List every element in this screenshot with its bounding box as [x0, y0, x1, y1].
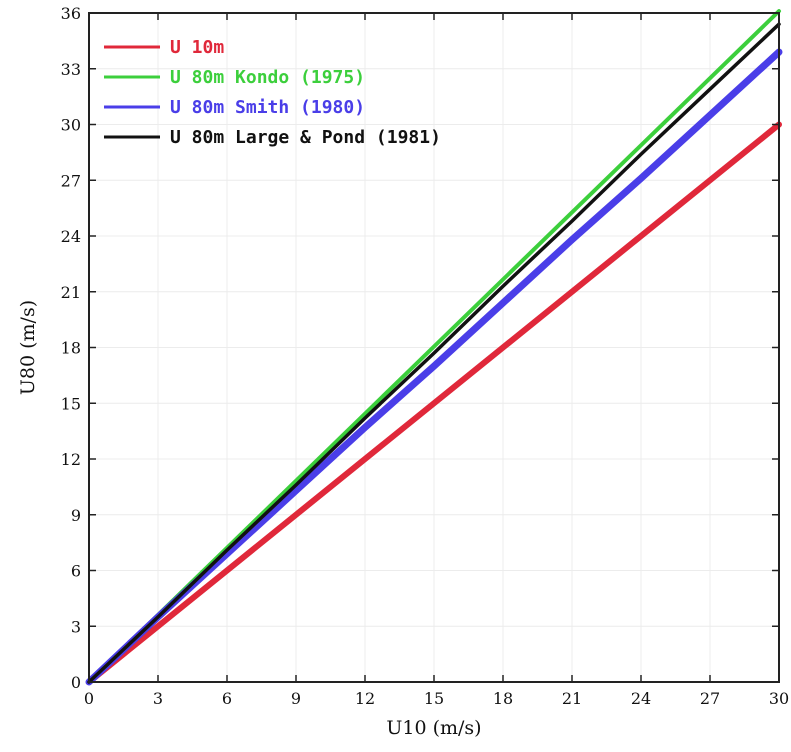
x-tick-label: 15 — [424, 689, 444, 708]
legend-label: U 80m Smith (1980) — [170, 97, 365, 118]
y-tick-label: 6 — [71, 562, 81, 581]
y-tick-label: 30 — [61, 116, 81, 135]
x-tick-label: 18 — [493, 689, 513, 708]
series-line-3 — [87, 22, 781, 684]
y-tick-label: 3 — [71, 617, 81, 636]
x-tick-label: 24 — [631, 689, 651, 708]
legend: U 10m U 80m Kondo (1975) U 80m Smith (1980… — [104, 37, 441, 148]
x-tick-label: 6 — [222, 689, 232, 708]
legend-label: U 80m Large & Pond (1981) — [170, 127, 441, 148]
x-axis-title: U10 (m/s) — [386, 717, 481, 739]
y-tick-label: 12 — [61, 450, 81, 469]
y-tick-label: 15 — [61, 394, 81, 413]
y-tick-label: 0 — [71, 673, 81, 692]
legend-label: U 10m — [170, 37, 224, 58]
x-tick-label: 21 — [562, 689, 582, 708]
y-tick-label: 9 — [71, 506, 81, 525]
y-tick-label: 24 — [61, 227, 81, 246]
x-tick-label: 12 — [355, 689, 375, 708]
y-axis-title: U80 (m/s) — [17, 300, 39, 395]
x-tick-label: 9 — [291, 689, 301, 708]
x-tick-label: 30 — [769, 689, 789, 708]
series-line-0 — [86, 121, 782, 685]
x-tick-label: 27 — [700, 689, 720, 708]
legend-label: U 80m Kondo (1975) — [170, 67, 365, 88]
series-layer — [85, 9, 783, 686]
y-tick-label: 21 — [61, 283, 81, 302]
y-tick-label: 36 — [61, 4, 81, 23]
x-tick-label: 0 — [84, 689, 94, 708]
x-tick-label: 3 — [153, 689, 163, 708]
y-tick-label: 27 — [61, 171, 81, 190]
series-line-2 — [85, 48, 783, 686]
y-tick-label: 18 — [61, 339, 81, 358]
y-tick-label: 33 — [61, 60, 81, 79]
